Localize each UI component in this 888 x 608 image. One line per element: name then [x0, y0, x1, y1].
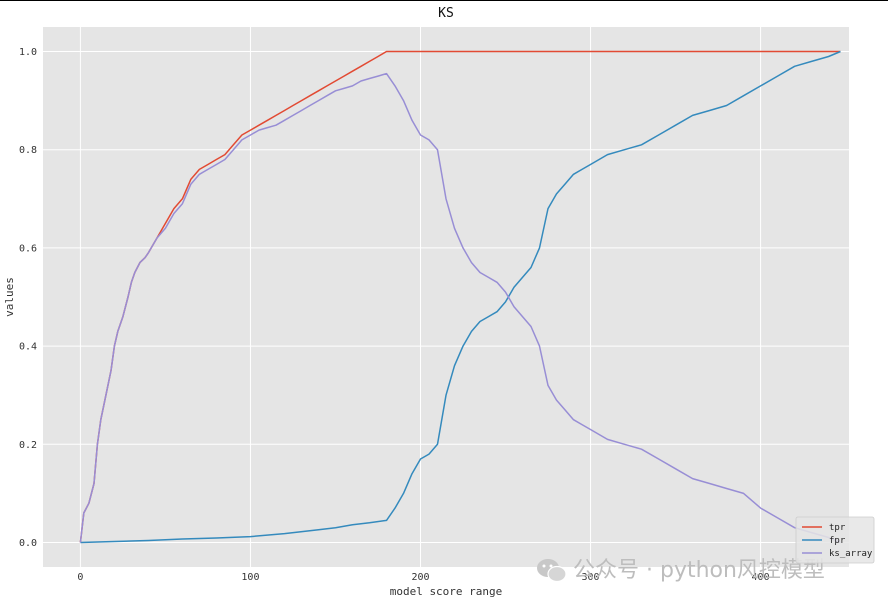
x-tick-label: 200: [411, 572, 429, 583]
legend-box: [795, 516, 875, 564]
legend-label-tpr: tpr: [829, 523, 846, 533]
series-line-ks_array: [79, 72, 841, 544]
watermark-text: 公众号 · python风控模型: [573, 558, 825, 583]
y-axis-label: values: [3, 277, 16, 317]
x-tick-label: 300: [582, 572, 600, 583]
y-tick-label: 0.0: [19, 538, 37, 549]
chart-title: KS: [438, 6, 454, 21]
y-tick-label: 0.8: [19, 145, 37, 156]
wechat-icon: [537, 559, 567, 583]
series-line-fpr: [80, 50, 841, 544]
x-tick-label: 0: [77, 572, 83, 583]
x-tick-label: 100: [241, 572, 259, 583]
y-tick-label: 0.2: [19, 440, 37, 451]
tick-labels: 0 100 200 300 400 0.0 0.2 0.4 0.6 0.8 1.0: [19, 47, 770, 583]
y-tick-label: 0.6: [19, 243, 37, 254]
watermark: 公众号 · python风控模型: [537, 558, 825, 583]
x-axis-label: model score range: [390, 585, 503, 598]
legend-label-fpr: fpr: [829, 536, 846, 546]
plot-area: [43, 27, 849, 567]
series-lines: [79, 50, 841, 544]
x-tick-label: 400: [752, 572, 770, 583]
y-tick-label: 0.4: [19, 342, 37, 353]
legend: tpr fpr ks_array: [795, 516, 875, 564]
y-tick-label: 1.0: [19, 47, 37, 58]
legend-label-ks_array: ks_array: [829, 549, 873, 559]
grid-lines: [43, 27, 849, 567]
